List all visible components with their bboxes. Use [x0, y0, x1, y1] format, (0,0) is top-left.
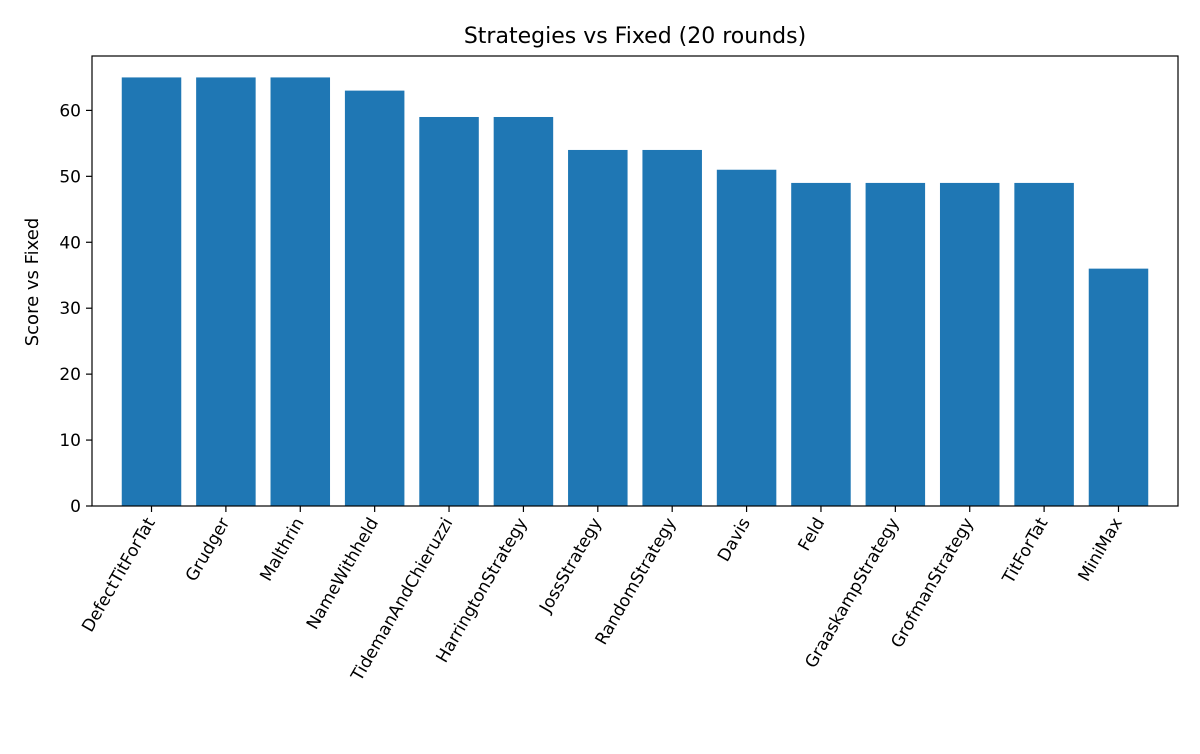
bar-titfortat — [1014, 182, 1074, 506]
bar-defecttitfortat — [121, 77, 182, 506]
x-tick-label: NameWithheld — [303, 515, 383, 634]
x-tick-label: Grudger — [182, 514, 234, 585]
x-tick-label: Malthrin — [256, 515, 308, 585]
bar-grudger — [196, 77, 256, 506]
bar-randomstrategy — [642, 149, 702, 506]
chart-title: Strategies vs Fixed (20 rounds) — [464, 24, 806, 49]
x-tick-label: GrofmanStrategy — [887, 515, 978, 652]
y-tick-label: 30 — [59, 299, 81, 319]
bar-davis — [716, 169, 777, 506]
bar-grofmanstrategy — [939, 182, 1000, 506]
y-tick-label: 40 — [59, 233, 81, 253]
x-tick-label: RandomStrategy — [592, 515, 681, 649]
y-axis-label: Score vs Fixed — [22, 218, 43, 347]
bar-harringtonstrategy — [493, 116, 554, 506]
axes-frame — [91, 55, 1179, 507]
y-tick-label: 20 — [59, 365, 81, 385]
y-tick-label: 10 — [59, 431, 81, 451]
plot-area: 0 10 20 30 40 50 60 DefectTitForTat Grudger Malth… — [59, 55, 1179, 686]
bar-malthrin — [270, 77, 331, 506]
bar-feld — [791, 182, 851, 506]
bar-graaskampstrategy — [865, 182, 926, 506]
bar-jossstrategy — [568, 149, 628, 506]
y-tick-label: 50 — [59, 167, 81, 187]
x-tick-label: Davis — [714, 514, 755, 565]
bar-namewithheld — [344, 90, 405, 506]
bar-tidemanandchieruzzi — [419, 116, 479, 506]
bar-minimax — [1088, 268, 1149, 506]
x-tick-label: TitForTat — [998, 514, 1052, 588]
y-tick-label: 0 — [70, 497, 81, 517]
x-tick-label: MiniMax — [1074, 515, 1126, 586]
x-tick-label: JossStrategy — [535, 515, 606, 618]
x-tick-label: Feld — [795, 515, 830, 555]
x-tick-label: DefectTitForTat — [78, 514, 160, 636]
y-tick-label: 60 — [59, 101, 81, 121]
